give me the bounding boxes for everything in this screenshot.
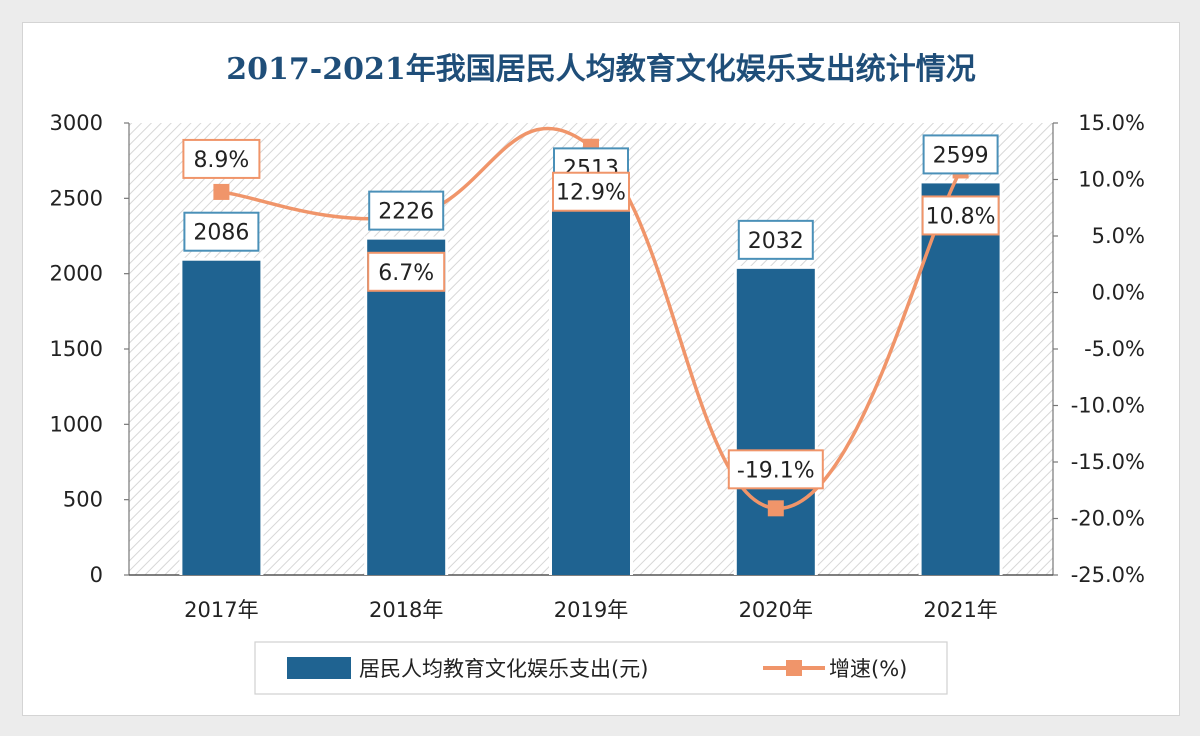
y-left-tick-label: 1500 (50, 337, 103, 361)
bar-value-label-box (183, 211, 260, 252)
data-labels: 208622262513203225998.9%6.7%12.9%-19.1%1… (182, 134, 1000, 490)
bar (921, 183, 1000, 575)
growth-value-label-box (367, 251, 446, 292)
bar (182, 260, 261, 575)
y-left-tick-label: 2500 (50, 186, 103, 210)
bar-value-label: 2226 (378, 200, 434, 225)
legend: 居民人均教育文化娱乐支出(元) 增速(%) (254, 641, 948, 695)
growth-value-label: 8.9% (193, 148, 249, 173)
bar (552, 196, 630, 575)
legend-line-marker (786, 660, 802, 676)
x-tick-label: 2018年 (369, 598, 443, 622)
y-right-tick-label: -5.0% (1084, 337, 1145, 361)
y-right-tick-label: 10.0% (1078, 168, 1145, 192)
x-tick-label: 2020年 (739, 598, 813, 622)
bar-value-label: 2086 (193, 221, 249, 246)
y-left-tick-label: 2000 (50, 262, 103, 286)
legend-frame (254, 641, 948, 695)
bar-value-label-box (922, 134, 999, 175)
growth-value-label-box (921, 195, 1000, 236)
bar-value-label-box (368, 190, 445, 231)
chart-frame: 2017-2021年我国居民人均教育文化娱乐支出统计情况 0 500 1000 150… (22, 22, 1180, 716)
bar (367, 239, 446, 575)
bar (736, 268, 815, 575)
y-right-tick-label: -15.0% (1071, 450, 1145, 474)
growth-value-label: -19.1% (737, 458, 815, 483)
growth-value-label: 6.7% (378, 261, 434, 286)
y-right-tick-label: -20.0% (1071, 507, 1145, 531)
growth-value-label-box (552, 171, 630, 212)
bar-value-label-box (737, 219, 814, 260)
bar-series (179, 180, 1003, 575)
y-left-tick-label: 3000 (50, 111, 103, 135)
growth-value-label: 10.8% (926, 204, 996, 229)
legend-line-label: 增速(%) (829, 657, 907, 681)
y-right-tick-label: -25.0% (1071, 563, 1145, 587)
growth-point (767, 500, 784, 517)
y-left-tick-label: 0 (90, 563, 103, 587)
growth-value-label: 12.9% (556, 181, 626, 206)
bar-value-label: 2032 (748, 229, 804, 254)
y-left-tick-label: 500 (63, 488, 103, 512)
x-tick-label: 2019年 (554, 598, 628, 622)
bar-value-label: 2599 (933, 143, 989, 168)
y-right-tick-label: 0.0% (1092, 281, 1145, 305)
legend-bar-swatch (287, 657, 351, 679)
y-left-tick-label: 1000 (50, 412, 103, 436)
y-right-tick-label: 5.0% (1092, 224, 1145, 248)
chart-svg: 2017-2021年我国居民人均教育文化娱乐支出统计情况 0 500 1000 150… (50, 52, 1145, 695)
y-right-tick-label: 15.0% (1078, 111, 1145, 135)
legend-bar-label: 居民人均教育文化娱乐支出(元) (359, 657, 648, 681)
chart-title: 2017-2021年我国居民人均教育文化娱乐支出统计情况 (226, 52, 975, 87)
x-tick-label: 2021年 (923, 598, 997, 622)
y-right-tick-label: -10.0% (1071, 394, 1145, 418)
y-axis-right: -25.0% -20.0% -15.0% -10.0% -5.0% 0.0% 5.0% 10.… (1052, 111, 1145, 587)
growth-point (213, 183, 230, 200)
growth-value-label-box (727, 449, 824, 490)
x-tick-label: 2017年 (184, 598, 258, 622)
growth-value-label-box (182, 138, 261, 179)
x-axis: 2017年 2018年 2019年 2020年 2021年 (129, 574, 1053, 622)
y-axis-left: 0 500 1000 1500 2000 2500 3000 (50, 111, 130, 587)
